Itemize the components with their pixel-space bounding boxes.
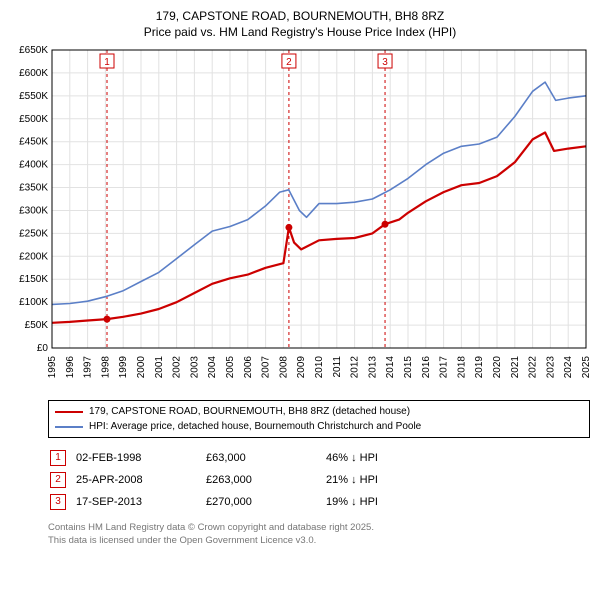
- svg-text:2023: 2023: [545, 356, 556, 379]
- sale-delta: 21% ↓ HPI: [326, 470, 386, 490]
- svg-text:2012: 2012: [350, 356, 361, 379]
- sale-date: 02-FEB-1998: [76, 448, 204, 468]
- svg-text:2020: 2020: [492, 356, 503, 379]
- svg-text:2003: 2003: [189, 356, 200, 379]
- svg-text:£0: £0: [37, 343, 49, 354]
- svg-text:2010: 2010: [314, 356, 325, 379]
- legend: 179, CAPSTONE ROAD, BOURNEMOUTH, BH8 8RZ…: [48, 400, 590, 438]
- sale-badge: 3: [50, 494, 66, 510]
- svg-text:£650K: £650K: [19, 45, 48, 56]
- svg-text:1998: 1998: [100, 356, 111, 379]
- svg-text:1999: 1999: [118, 356, 129, 379]
- sale-date: 25-APR-2008: [76, 470, 204, 490]
- table-row: 2 25-APR-2008 £263,000 21% ↓ HPI: [50, 470, 386, 490]
- svg-text:2024: 2024: [563, 356, 574, 379]
- title-line-2: Price paid vs. HM Land Registry's House …: [8, 24, 592, 40]
- svg-text:£600K: £600K: [19, 68, 48, 79]
- svg-text:2015: 2015: [403, 356, 414, 379]
- svg-text:2007: 2007: [261, 356, 272, 379]
- svg-text:£550K: £550K: [19, 91, 48, 102]
- svg-text:2022: 2022: [528, 356, 539, 379]
- svg-text:2006: 2006: [243, 356, 254, 379]
- attribution-line: Contains HM Land Registry data © Crown c…: [48, 522, 590, 535]
- sale-delta: 19% ↓ HPI: [326, 492, 386, 512]
- svg-text:£150K: £150K: [19, 275, 48, 286]
- sale-price: £263,000: [206, 470, 324, 490]
- sale-date: 17-SEP-2013: [76, 492, 204, 512]
- svg-text:£500K: £500K: [19, 114, 48, 125]
- svg-text:2004: 2004: [207, 356, 218, 379]
- svg-text:£450K: £450K: [19, 137, 48, 148]
- svg-text:2008: 2008: [278, 356, 289, 379]
- chart-title: 179, CAPSTONE ROAD, BOURNEMOUTH, BH8 8RZ…: [8, 8, 592, 40]
- svg-text:2009: 2009: [296, 356, 307, 379]
- svg-text:2014: 2014: [385, 356, 396, 379]
- table-row: 3 17-SEP-2013 £270,000 19% ↓ HPI: [50, 492, 386, 512]
- svg-text:2005: 2005: [225, 356, 236, 379]
- svg-text:£100K: £100K: [19, 298, 48, 309]
- table-row: 1 02-FEB-1998 £63,000 46% ↓ HPI: [50, 448, 386, 468]
- svg-text:2016: 2016: [421, 356, 432, 379]
- svg-text:£50K: £50K: [25, 320, 49, 331]
- svg-text:£200K: £200K: [19, 252, 48, 263]
- svg-text:2013: 2013: [367, 356, 378, 379]
- svg-text:2011: 2011: [332, 356, 343, 378]
- svg-text:2021: 2021: [510, 356, 521, 379]
- svg-text:1: 1: [104, 57, 110, 68]
- price-chart: £0 £50K £100K £150K £200K £250K £300K £350K £400…: [8, 44, 592, 394]
- svg-text:£350K: £350K: [19, 183, 48, 194]
- sale-delta: 46% ↓ HPI: [326, 448, 386, 468]
- svg-text:2017: 2017: [439, 356, 450, 379]
- chart-svg: £0 £50K £100K £150K £200K £250K £300K £350K £400…: [8, 44, 592, 394]
- legend-label: 179, CAPSTONE ROAD, BOURNEMOUTH, BH8 8RZ…: [89, 404, 410, 419]
- svg-text:1997: 1997: [83, 356, 94, 379]
- title-line-1: 179, CAPSTONE ROAD, BOURNEMOUTH, BH8 8RZ: [8, 8, 592, 24]
- svg-text:1995: 1995: [47, 356, 58, 379]
- svg-text:3: 3: [382, 57, 388, 68]
- svg-text:2019: 2019: [474, 356, 485, 379]
- sale-badge: 1: [50, 450, 66, 466]
- attribution-line: This data is licensed under the Open Gov…: [48, 535, 590, 548]
- svg-text:£300K: £300K: [19, 206, 48, 217]
- legend-label: HPI: Average price, detached house, Bour…: [89, 419, 421, 434]
- sale-price: £270,000: [206, 492, 324, 512]
- svg-text:2002: 2002: [172, 356, 183, 379]
- svg-text:£400K: £400K: [19, 160, 48, 171]
- svg-text:1996: 1996: [65, 356, 76, 379]
- sale-price: £63,000: [206, 448, 324, 468]
- sale-badge: 2: [50, 472, 66, 488]
- svg-text:2001: 2001: [154, 356, 165, 379]
- legend-item: HPI: Average price, detached house, Bour…: [55, 419, 583, 434]
- attribution: Contains HM Land Registry data © Crown c…: [48, 522, 590, 548]
- svg-text:£250K: £250K: [19, 229, 48, 240]
- legend-swatch: [55, 426, 83, 428]
- svg-text:2025: 2025: [581, 356, 592, 379]
- svg-text:2: 2: [286, 57, 292, 68]
- svg-text:2000: 2000: [136, 356, 147, 379]
- sales-table: 1 02-FEB-1998 £63,000 46% ↓ HPI 2 25-APR…: [48, 446, 388, 514]
- svg-text:2018: 2018: [456, 356, 467, 379]
- legend-swatch: [55, 411, 83, 413]
- legend-item: 179, CAPSTONE ROAD, BOURNEMOUTH, BH8 8RZ…: [55, 404, 583, 419]
